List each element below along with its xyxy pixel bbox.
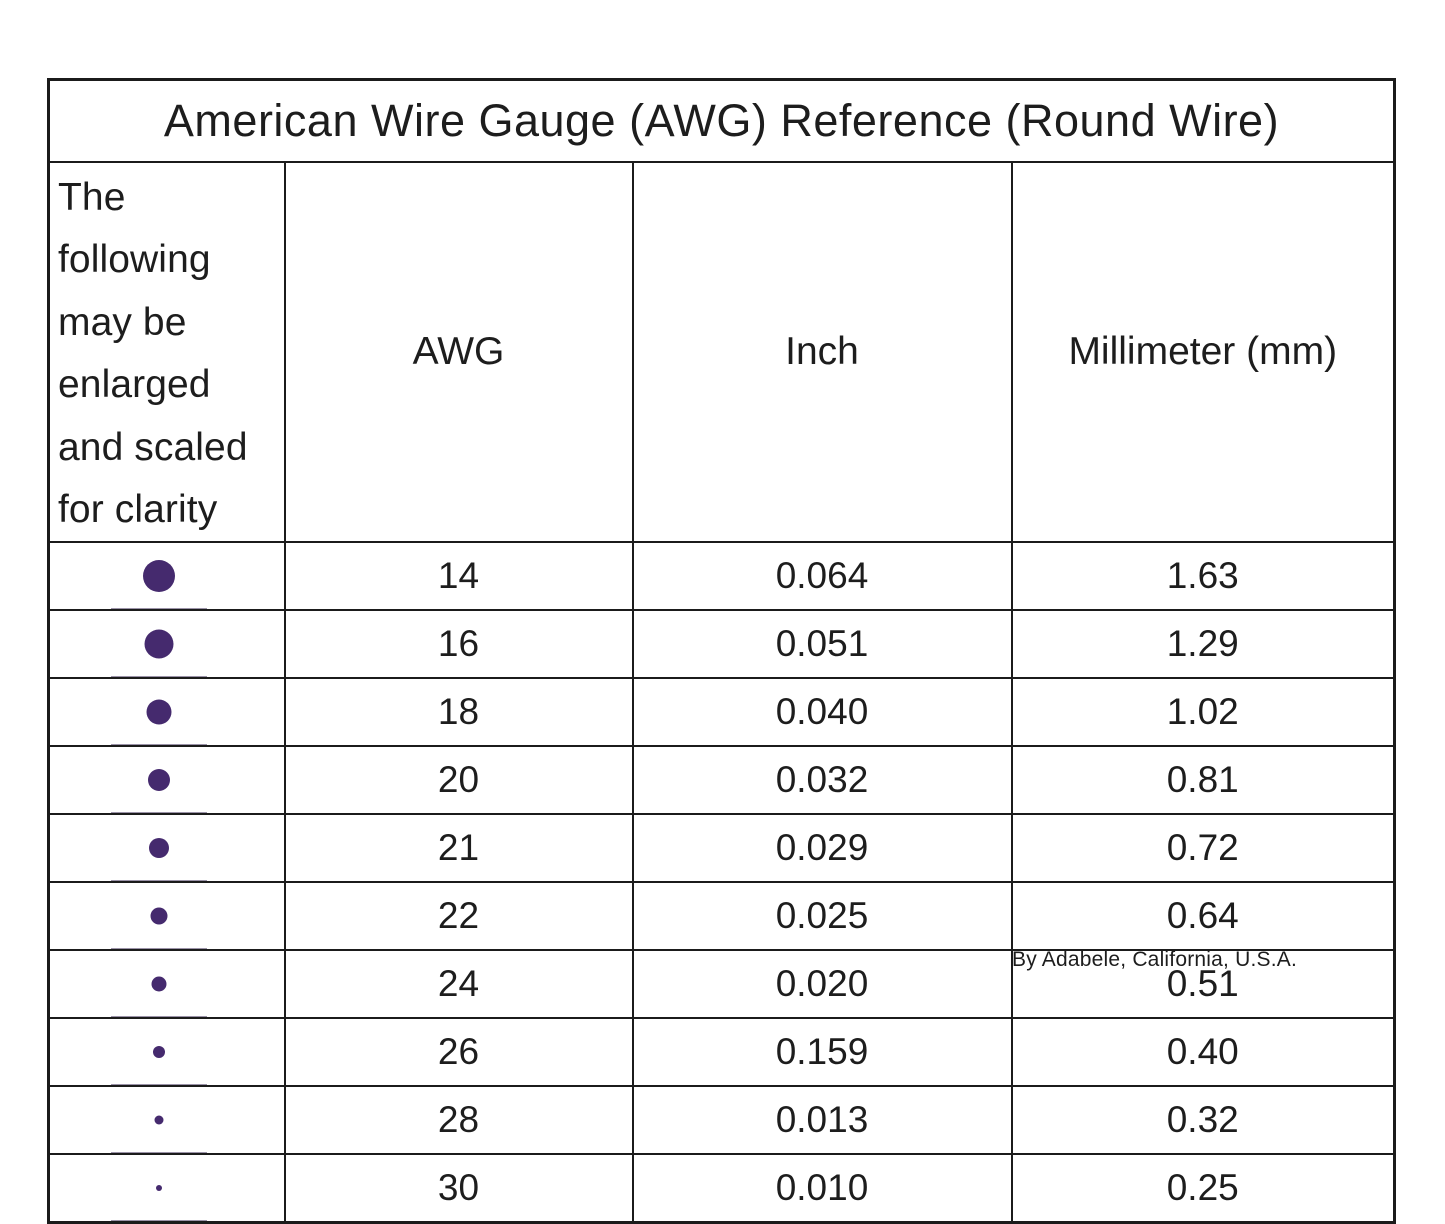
mm-value: 0.25 — [1010, 1153, 1396, 1224]
table-row: 30 0.010 0.25 — [47, 1153, 1396, 1224]
column-header-mm: Millimeter (mm) — [1010, 160, 1396, 544]
awg-value: 16 — [283, 609, 634, 680]
awg-value: 22 — [283, 881, 634, 952]
mm-value: 1.29 — [1010, 609, 1396, 680]
wire-size-cell — [47, 677, 286, 748]
table-row: 16 0.051 1.29 — [47, 609, 1396, 680]
wire-diameter-dot-icon — [148, 838, 169, 859]
wire-diameter-dot-icon — [150, 907, 168, 925]
awg-value: 14 — [283, 541, 634, 612]
wire-size-cell — [47, 949, 286, 1020]
wire-diameter-dot-icon — [155, 1185, 162, 1192]
awg-value: 21 — [283, 813, 634, 884]
scaling-note: The following may be enlarged and scaled… — [47, 160, 286, 544]
wire-size-cell — [47, 813, 286, 884]
inch-value: 0.013 — [631, 1085, 1013, 1156]
wire-size-cell — [47, 1085, 286, 1156]
awg-value: 20 — [283, 745, 634, 816]
awg-value: 30 — [283, 1153, 634, 1224]
mm-value: 1.02 — [1010, 677, 1396, 748]
credit-line: By Adabele, California, U.S.A. — [1012, 948, 1297, 971]
wire-size-cell — [47, 745, 286, 816]
mm-value: 0.32 — [1010, 1085, 1396, 1156]
inch-value: 0.051 — [631, 609, 1013, 680]
awg-value: 18 — [283, 677, 634, 748]
wire-diameter-dot-icon — [147, 769, 170, 792]
awg-value: 24 — [283, 949, 634, 1020]
wire-size-cell — [47, 881, 286, 952]
mm-value: 0.81 — [1010, 745, 1396, 816]
awg-value: 26 — [283, 1017, 634, 1088]
page-title: American Wire Gauge (AWG) Reference (Rou… — [47, 78, 1396, 163]
column-header-awg: AWG — [283, 160, 634, 544]
inch-value: 0.040 — [631, 677, 1013, 748]
wire-diameter-dot-icon — [142, 560, 175, 593]
inch-value: 0.029 — [631, 813, 1013, 884]
wire-size-cell — [47, 609, 286, 680]
table-row: 21 0.029 0.72 — [47, 813, 1396, 884]
table-row: 24 0.020 0.51 — [47, 949, 1396, 1020]
wire-diameter-dot-icon — [152, 1046, 165, 1059]
inch-value: 0.032 — [631, 745, 1013, 816]
wire-size-cell — [47, 1153, 286, 1224]
wire-size-cell — [47, 541, 286, 612]
table-title-row: American Wire Gauge (AWG) Reference (Rou… — [47, 78, 1396, 163]
table-row: 14 0.064 1.63 — [47, 541, 1396, 612]
wire-size-cell — [47, 1017, 286, 1088]
awg-reference-table: American Wire Gauge (AWG) Reference (Rou… — [47, 78, 1396, 1224]
inch-value: 0.159 — [631, 1017, 1013, 1088]
table-row: 28 0.013 0.32 — [47, 1085, 1396, 1156]
table-header-row: The following may be enlarged and scaled… — [47, 160, 1396, 544]
table-row: 20 0.032 0.81 — [47, 745, 1396, 816]
wire-diameter-dot-icon — [146, 699, 172, 725]
dot-baseline — [110, 1220, 207, 1221]
inch-value: 0.064 — [631, 541, 1013, 612]
inch-value: 0.025 — [631, 881, 1013, 952]
inch-value: 0.010 — [631, 1153, 1013, 1224]
mm-value: 0.64 — [1010, 881, 1396, 952]
wire-diameter-dot-icon — [151, 976, 167, 992]
mm-value: 0.72 — [1010, 813, 1396, 884]
awg-value: 28 — [283, 1085, 634, 1156]
column-header-inch: Inch — [631, 160, 1013, 544]
table-row: 26 0.159 0.40 — [47, 1017, 1396, 1088]
mm-value: 1.63 — [1010, 541, 1396, 612]
inch-value: 0.020 — [631, 949, 1013, 1020]
wire-diameter-dot-icon — [144, 629, 174, 659]
mm-value: 0.40 — [1010, 1017, 1396, 1088]
table-row: 18 0.040 1.02 — [47, 677, 1396, 748]
wire-diameter-dot-icon — [154, 1115, 164, 1125]
table-row: 22 0.025 0.64 — [47, 881, 1396, 952]
